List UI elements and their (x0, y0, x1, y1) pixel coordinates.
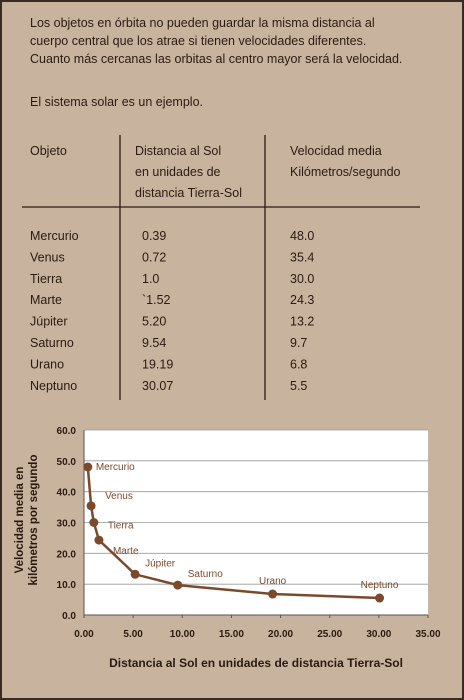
table-cell: Marte (30, 293, 62, 307)
table-header: Kilómetros/segundo (290, 165, 401, 179)
y-axis-title: kilómetros por segundo (28, 455, 40, 586)
data-point (86, 501, 96, 511)
intro-line: cuerpo central que los atrae si tienen v… (30, 34, 366, 48)
y-tick-label: 40.0 (57, 488, 77, 499)
table-header: distancia Tierra-Sol (135, 186, 242, 200)
table-cell: 1.0 (142, 272, 159, 286)
table-header: Velocidad media (290, 144, 382, 158)
table-cell: Neptuno (30, 379, 77, 393)
x-tick-label: 10.00 (170, 629, 195, 640)
x-tick-label: 5.00 (123, 629, 143, 640)
x-axis-title: Distancia al Sol en unidades de distanci… (109, 656, 403, 670)
data-point (268, 589, 278, 599)
data-point (130, 569, 140, 579)
table-cell: 6.8 (290, 357, 307, 371)
table-cell: 0.72 (142, 250, 166, 264)
table-cell: Mercurio (30, 229, 79, 243)
point-label: Júpiter (145, 558, 176, 569)
intro-line: Cuanto más cercanas las orbitas al centr… (30, 52, 402, 66)
table-cell: 30.07 (142, 379, 173, 393)
point-label: Tierra (108, 521, 134, 532)
y-axis-title: Velocidad media en (14, 467, 26, 574)
table-cell: 0.39 (142, 229, 166, 243)
y-tick-label: 0.0 (62, 611, 76, 622)
x-tick-label: 25.00 (317, 629, 342, 640)
table-cell: `1.52 (142, 293, 171, 307)
table-header: en unidades de (135, 165, 221, 179)
point-label: Mercurio (96, 462, 135, 473)
point-label: Marte (113, 546, 139, 557)
table-cell: Venus (30, 250, 65, 264)
table-cell: 35.4 (290, 250, 314, 264)
example-line: El sistema solar es un ejemplo. (30, 95, 203, 109)
point-label: Urano (259, 576, 287, 587)
table-cell: Júpiter (30, 315, 68, 329)
x-tick-label: 0.00 (74, 629, 94, 640)
data-point (173, 580, 183, 590)
table-cell: Saturno (30, 336, 74, 350)
x-tick-label: 20.00 (268, 629, 293, 640)
table-cell: Tierra (30, 272, 62, 286)
point-label: Neptuno (361, 580, 399, 591)
table-header: Distancia al Sol (135, 144, 221, 158)
table-cell: 30.0 (290, 272, 314, 286)
table-cell: 24.3 (290, 293, 314, 307)
data-point (94, 535, 104, 545)
table-cell: 9.7 (290, 336, 307, 350)
table-cell: 48.0 (290, 229, 314, 243)
table-header: Objeto (30, 144, 67, 158)
table-cell: 5.20 (142, 315, 166, 329)
data-point (83, 462, 93, 472)
intro-line: Los objetos en órbita no pueden guardar … (30, 16, 375, 30)
table-cell: Urano (30, 357, 64, 371)
y-tick-label: 60.0 (57, 426, 77, 437)
table-cell: 13.2 (290, 315, 314, 329)
data-point (375, 593, 385, 603)
x-tick-label: 35.00 (415, 629, 440, 640)
table-cell: 5.5 (290, 379, 307, 393)
x-tick-label: 15.00 (219, 629, 244, 640)
y-tick-label: 20.0 (57, 549, 77, 560)
y-tick-label: 10.0 (57, 580, 77, 591)
point-label: Saturno (188, 569, 223, 580)
point-label: Venus (105, 491, 133, 502)
y-tick-label: 30.0 (57, 519, 77, 530)
x-tick-label: 30.00 (366, 629, 391, 640)
table-cell: 19.19 (142, 357, 173, 371)
y-tick-label: 50.0 (57, 457, 77, 468)
table-cell: 9.54 (142, 336, 166, 350)
data-point (89, 518, 99, 527)
